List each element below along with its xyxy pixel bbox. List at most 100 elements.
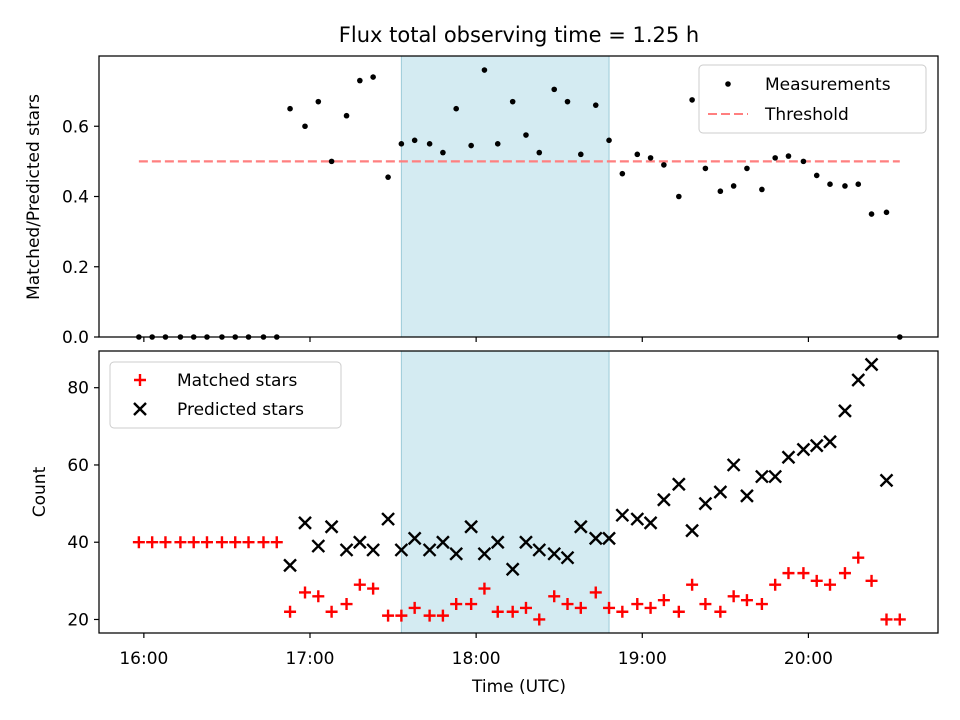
matched-point <box>644 601 657 614</box>
predicted-point <box>838 404 852 418</box>
measurement-point <box>634 151 641 158</box>
predicted-point <box>422 543 437 557</box>
matched-point <box>755 598 768 611</box>
predicted-point <box>339 543 354 557</box>
matched-point <box>395 609 408 622</box>
predicted-point <box>477 546 492 561</box>
predicted-point <box>630 512 645 526</box>
measurement-point <box>855 181 862 188</box>
predicted-point <box>381 512 395 526</box>
matched-points-layer <box>132 536 906 626</box>
measurement-point <box>343 112 350 119</box>
measurement-point <box>370 74 376 80</box>
measurement-point <box>509 98 516 105</box>
matched-point <box>589 586 602 599</box>
matched-point <box>423 609 436 622</box>
matched-point <box>408 601 421 614</box>
matched-point <box>657 594 670 607</box>
measurement-point <box>468 142 474 149</box>
measurement-point <box>661 162 667 168</box>
top-y-tick-label: 0.2 <box>62 258 89 278</box>
bottom-x-tick-label: 17:00 <box>285 649 334 669</box>
measurement-point <box>744 165 750 172</box>
matched-point <box>465 598 478 611</box>
matched-point <box>146 536 159 549</box>
bottom-legend: Matched stars Predicted stars <box>109 361 342 429</box>
measurement-point <box>523 132 529 138</box>
predicted-point <box>755 469 769 484</box>
measurement-point <box>453 105 459 112</box>
top-y-tick-label: 0.0 <box>62 328 89 348</box>
predicted-point <box>657 492 671 507</box>
matched-point <box>810 574 823 587</box>
measurement-point <box>302 123 308 130</box>
bottom-x-tick-label: 20:00 <box>784 649 833 669</box>
predicted-point <box>394 543 409 557</box>
bottom-highlight-span <box>400 350 610 634</box>
top-legend: Measurements Threshold <box>698 64 927 134</box>
measurement-point <box>440 149 446 156</box>
measurement-point <box>606 137 612 144</box>
predicted-point <box>324 519 339 534</box>
measurement-point <box>827 181 833 188</box>
top-legend-box <box>698 64 927 134</box>
matched-point <box>603 601 616 614</box>
matched-point <box>519 601 532 614</box>
predicted-point <box>519 535 533 550</box>
matched-point <box>450 598 463 611</box>
top-panel: 0.0 0.2 0.4 0.6 Flux total observing time =… <box>24 23 939 348</box>
bottom-y-tick-label: 80 <box>67 379 89 399</box>
predicted-point <box>464 519 478 534</box>
predicted-point <box>352 535 367 550</box>
predicted-point <box>740 489 754 503</box>
predicted-point <box>532 543 547 557</box>
measurement-point <box>564 98 571 105</box>
matched-point <box>382 609 395 622</box>
measurement-point <box>813 172 820 179</box>
matched-point <box>782 567 795 580</box>
bottom-y-ticks: 20 40 60 80 <box>67 379 99 630</box>
measurement-point <box>592 102 599 108</box>
predicted-point <box>851 373 866 387</box>
matched-point <box>740 594 753 607</box>
x-axis-label: Time (UTC) <box>471 677 566 697</box>
measurement-point <box>385 174 391 180</box>
predicted-point <box>781 450 796 465</box>
matched-point <box>284 605 297 618</box>
measurement-point <box>398 141 405 147</box>
measurement-point <box>842 183 848 189</box>
predicted-point <box>602 531 616 546</box>
predicted-point <box>505 562 520 577</box>
predicted-point <box>643 516 658 530</box>
measurement-point <box>481 67 488 73</box>
predicted-point <box>671 477 686 492</box>
matched-point <box>631 598 644 611</box>
predicted-point <box>809 438 824 453</box>
predicted-point <box>560 550 575 565</box>
matched-point <box>893 613 906 626</box>
legend-matched-marker <box>134 374 146 386</box>
bottom-panel: 20 40 60 80 16:00 17:00 18:00 19:00 20:00 Count… <box>30 350 939 697</box>
measurement-point <box>883 209 890 216</box>
top-y-tick-label: 0.6 <box>62 117 89 137</box>
predicted-point <box>698 496 713 511</box>
matched-point <box>367 582 380 595</box>
matched-point <box>672 605 685 618</box>
matched-point <box>574 601 587 614</box>
matched-point <box>340 598 353 611</box>
measurement-point <box>702 165 709 172</box>
legend-measurements-marker <box>725 81 731 87</box>
measurement-point <box>759 186 765 193</box>
matched-point <box>699 598 712 611</box>
matched-point <box>200 536 213 549</box>
matched-point <box>353 578 366 591</box>
matched-point <box>852 551 865 564</box>
measurement-point <box>357 77 363 84</box>
top-y-tick-label: 0.4 <box>62 188 89 208</box>
top-highlight-span <box>400 55 610 338</box>
measurement-point <box>785 153 792 159</box>
bottom-x-tick-label: 19:00 <box>618 649 667 669</box>
matched-point <box>880 613 893 626</box>
measurement-point <box>730 183 737 189</box>
predicted-point <box>823 434 837 449</box>
